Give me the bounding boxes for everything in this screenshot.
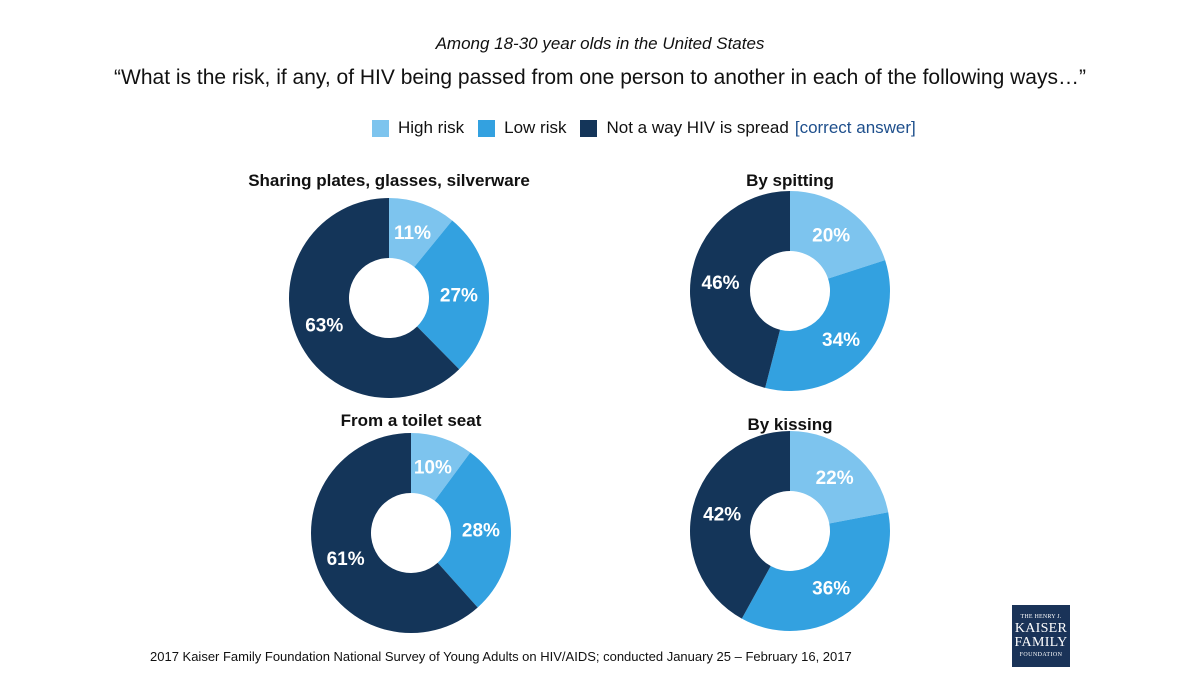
donut-chart-4: 22% 36% 42% By kissing <box>690 415 890 631</box>
chart-subtitle: Among 18-30 year olds in the United Stat… <box>435 34 765 53</box>
legend-item-high-risk: High risk <box>372 118 464 138</box>
donut-1-label-low-risk: 27% <box>440 286 478 307</box>
donut-chart-1: 11% 27% 63% Sharing plates, glasses, silver… <box>248 171 530 398</box>
donut-2-slice-not-spread <box>690 191 790 388</box>
donut-3-slice-high-risk <box>411 433 471 501</box>
legend-item-low-risk: Low risk <box>478 118 566 138</box>
donut-chart-2: 20% 34% 46% By spitting <box>690 171 890 391</box>
donut-1-slice-high-risk <box>389 198 453 268</box>
legend-swatch-high-risk <box>372 119 389 137</box>
logo-line-3: FAMILY <box>1014 635 1068 650</box>
logo-line-4: FOUNDATION <box>1019 652 1063 658</box>
legend-swatch-low-risk <box>478 119 496 137</box>
donut-4-slice-not-spread <box>690 431 790 619</box>
donut-3-label-low-risk: 28% <box>462 521 500 542</box>
donut-4-slice-high-risk <box>790 430 889 524</box>
donut-1-label-high-risk: 11% <box>394 223 431 244</box>
donut-3-slice-low-risk <box>434 452 511 608</box>
kff-logo: THE HENRY J. KAISER FAMILY FOUNDATION <box>1012 605 1070 667</box>
legend-swatch-not-spread <box>580 119 598 137</box>
donut-1-title: Sharing plates, glasses, silverware <box>248 171 530 190</box>
donut-4-slice-low-risk <box>741 512 890 631</box>
legend-item-not-spread: Not a way HIV is spread [correct answer] <box>580 118 916 138</box>
legend-label-low-risk: Low risk <box>504 118 567 137</box>
donut-1-slice-not-spread <box>288 198 460 398</box>
donut-2-slice-high-risk <box>790 190 886 279</box>
donut-3-label-not-spread: 61% <box>327 549 365 570</box>
legend-label-not-spread: Not a way HIV is spread <box>606 118 789 137</box>
donut-3-label-high-risk: 10% <box>414 457 452 478</box>
legend-label-high-risk: High risk <box>398 118 465 137</box>
legend: High risk Low risk Not a way HIV is spre… <box>372 116 930 140</box>
donut-4-label-not-spread: 42% <box>703 505 741 526</box>
donut-chart-3: 10% 28% 61% From a toilet seat <box>310 411 511 634</box>
source-note: 2017 Kaiser Family Foundation National S… <box>150 649 852 664</box>
chart-question-title: “What is the risk, if any, of HIV being … <box>114 66 1086 89</box>
logo-line-1: THE HENRY J. <box>1020 614 1062 620</box>
donut-2-label-not-spread: 46% <box>702 273 740 294</box>
donut-1-label-not-spread: 63% <box>305 316 343 337</box>
logo-line-2: KAISER <box>1014 621 1068 636</box>
donut-2-label-high-risk: 20% <box>812 225 850 246</box>
donut-3-slice-not-spread <box>310 433 478 634</box>
legend-note-correct-answer: [correct answer] <box>794 118 916 137</box>
donut-3-title: From a toilet seat <box>341 411 482 430</box>
donut-4-title: By kissing <box>747 415 832 434</box>
donut-4-label-high-risk: 22% <box>816 468 854 489</box>
donut-2-title: By spitting <box>746 171 834 190</box>
donut-1-slice-low-risk <box>414 220 489 370</box>
donut-2-label-low-risk: 34% <box>822 330 860 351</box>
donut-4-label-low-risk: 36% <box>812 579 850 600</box>
donut-2-slice-low-risk <box>765 260 890 391</box>
